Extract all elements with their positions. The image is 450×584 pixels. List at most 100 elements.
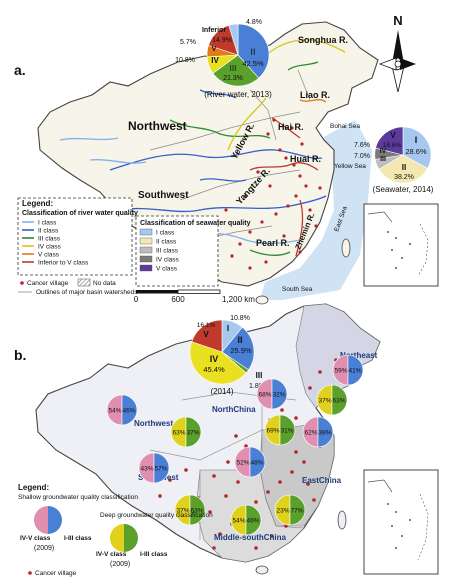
- legend-sea-items: I class II class III class IV class V class: [139, 228, 180, 273]
- deep-pie-left-value: 63%: [172, 430, 185, 437]
- sea-label-south: South Sea: [282, 286, 313, 293]
- panel-a-label: a.: [14, 62, 26, 78]
- deep-pie-left: [274, 494, 291, 526]
- shallow-pie-left-value: 52%: [236, 460, 249, 467]
- river-pie-iii-label: III: [230, 64, 237, 73]
- cancer-villages-a: [178, 118, 322, 270]
- deep-pie-left-value: 37%: [176, 508, 189, 515]
- shallow-pie-left-value: 54%: [108, 408, 121, 415]
- deep-pie-left: [230, 504, 247, 536]
- scale-max: 1,200 km: [222, 295, 255, 304]
- deep-pie-right-value: 63%: [190, 508, 203, 515]
- deep-pie-right: [245, 504, 262, 536]
- deep-pie-right-value: 77%: [290, 508, 303, 515]
- panel-a: a. Northwest Southwest Songhua R. Liao R…: [14, 13, 439, 305]
- deep-pie-left-value: 69%: [266, 428, 279, 435]
- legend-cancer-village-b: Cancer village: [35, 570, 77, 577]
- legend-sea-heading: Classification of seawater quality: [140, 220, 251, 227]
- deep-pie-left: [316, 384, 333, 416]
- river-pie-inferior-label: Inferior: [202, 27, 226, 34]
- shallow-pie-right-value: 57%: [154, 466, 167, 473]
- deep-pie: 23% 77%: [274, 494, 306, 526]
- region-southwest-a: Southwest: [138, 190, 189, 201]
- shallow-pie-right-value: 41%: [348, 368, 361, 375]
- legend-no-data: No data: [93, 280, 116, 287]
- gw-pie-ii-value: 25.9%: [230, 346, 252, 355]
- scale-bar: 0 600 1,200 km: [134, 289, 255, 304]
- shallow-pie-right-value: 48%: [250, 460, 263, 467]
- south-sea-inset-a: [363, 203, 439, 287]
- sea-pie-iv-value: 7.6%: [354, 142, 370, 149]
- legend-shallow-year: (2009): [34, 545, 54, 552]
- river-label-songhua: Songhua R.: [298, 35, 348, 45]
- river-pie-ii-label: II: [250, 47, 255, 57]
- legend-outlines: Outlines of major basin watersheds: [36, 289, 138, 296]
- shallow-pie: 52% 48%: [234, 446, 266, 478]
- shallow-pie-right: [271, 378, 288, 410]
- seawater-pie: I 28.6% II 38.2% III 7.0% IV 7.6% V 18.6…: [354, 126, 434, 194]
- deep-pie-right-value: 37%: [186, 430, 199, 437]
- deep-pie-right: [289, 494, 306, 526]
- river-pie-iii-value: 21.3%: [223, 75, 243, 82]
- legend-cancer-village-a: Cancer village: [27, 280, 69, 287]
- river-pie-iv-value: 10.8%: [175, 57, 195, 64]
- legend-sea-item: IV class: [156, 257, 180, 264]
- river-pie-iv-label: IV: [211, 56, 219, 65]
- shallow-pie-right: [153, 452, 170, 484]
- shallow-pie-right-value: 46%: [122, 408, 135, 415]
- shallow-pie-left: [302, 416, 319, 448]
- scale-zero: 0: [134, 295, 139, 304]
- legend-river-heading: Classification of river water quality: [22, 210, 138, 217]
- deep-pie-right-value: 63%: [332, 398, 345, 405]
- gw-pie-ii-label: II: [237, 335, 242, 345]
- legend-b-title: Legend:: [18, 483, 49, 492]
- deep-pie: 37% 63%: [174, 494, 206, 526]
- shallow-pie-left-value: 62%: [304, 430, 317, 437]
- region-northwest-a: Northwest: [128, 119, 187, 133]
- river-pie-i-value: 4.8%: [246, 19, 262, 26]
- shallow-pie-left-value: 43%: [140, 466, 153, 473]
- shallow-pie: 62% 38%: [302, 416, 334, 448]
- deep-pie-left-value: 23%: [276, 508, 289, 515]
- legend-b: Legend: Shallow groundwater quality clas…: [18, 483, 213, 577]
- compass-n: N: [393, 13, 402, 28]
- deep-pie-left: [174, 494, 191, 526]
- shallow-pie-right-value: 32%: [272, 392, 285, 399]
- shallow-pie: 43% 57%: [138, 452, 170, 484]
- shallow-pie-left: [332, 354, 349, 386]
- deep-pie-right: [279, 414, 296, 446]
- region-eastchina-b: EastChina: [302, 476, 342, 485]
- shallow-pie: 54% 46%: [106, 394, 138, 426]
- shallow-pie-left-value: 59%: [334, 368, 347, 375]
- deep-pie-right-value: 46%: [246, 518, 259, 525]
- deep-pie: 54% 46%: [230, 504, 262, 536]
- deep-pie-left-value: 54%: [232, 518, 245, 525]
- deep-pie-right: [185, 416, 202, 448]
- river-pie-v-label: V: [212, 46, 217, 53]
- legend-sea-swatch: [139, 255, 153, 263]
- river-label-liao: Liao R.: [300, 90, 330, 100]
- sea-pie-iii-value: 7.0%: [354, 153, 370, 160]
- south-sea-inset-b: [363, 469, 439, 575]
- deep-pie: 63% 37%: [170, 416, 202, 448]
- gw-pie-v-value: 16.1%: [197, 322, 216, 329]
- panel-b: b. Northwest NorthChina Northeast Southw…: [14, 303, 439, 577]
- legend-sea-swatch: [139, 246, 153, 254]
- shallow-pie: 59% 41%: [332, 354, 364, 386]
- deep-pie-right: [331, 384, 348, 416]
- legend-sea-item: II class: [156, 239, 177, 246]
- river-pie-ii-value: 42.5%: [242, 59, 264, 68]
- shallow-pie-left: [138, 452, 155, 484]
- rivers-a: [59, 38, 346, 257]
- sea-pie-i-value: 28.6%: [405, 147, 427, 156]
- river-pie-caption: (River water, 2013): [204, 90, 272, 99]
- legend-river-item: I class: [38, 220, 57, 227]
- sea-pie-ii-value: 38.2%: [394, 174, 414, 181]
- legend-sea-item: I class: [156, 230, 175, 237]
- regional-pies: 54% 46%68% 32%59% 41%43% 57%52% 48%62% 38%63% 3…: [106, 354, 364, 536]
- shallow-pie-right: [317, 416, 334, 448]
- deep-pie-right: [189, 494, 206, 526]
- hainan-a: [255, 295, 269, 305]
